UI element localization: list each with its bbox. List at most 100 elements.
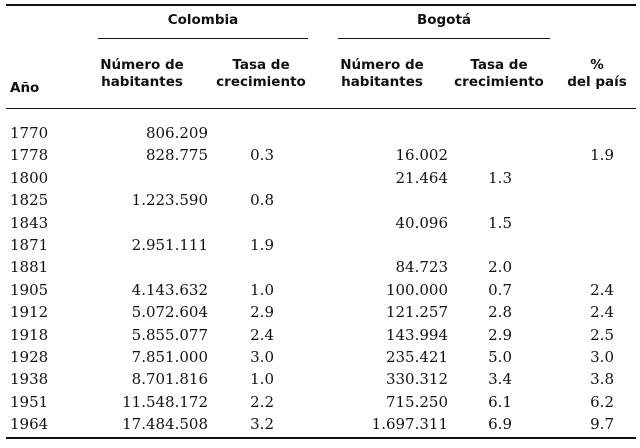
table-cell-bog-pop: 1.697.311 [371,415,448,434]
table-cell-col-rate: 1.9 [250,236,274,254]
table-cell-pct: 3.8 [590,370,614,389]
table-cell-bog-pop: 715.250 [385,392,448,411]
table-cell-col-pop: 2.951.111 [131,236,208,254]
header-line: Tasa de [470,57,528,73]
table-cell-pct: 6.2 [590,392,614,411]
table-cell-year: 1964 [10,415,49,434]
table-cell-col-rate: 3.2 [250,415,274,434]
table-cell-pct: 3.0 [590,348,614,366]
table-cell-col-rate [234,212,274,234]
table-cell-col-rate: 0.8 [250,191,274,210]
table-cell-pct [576,234,614,256]
table-cell-year: 1928 [10,348,49,366]
colombia-growth-header: Tasa de crecimiento [208,57,314,91]
colombia-population-header: Número de habitantes [82,57,202,91]
table-cell-col-rate: 1.0 [250,280,274,299]
table-cell-year: 1951 [10,392,49,411]
table-cell-pct: 2.4 [590,303,614,322]
year-column-header: Año [10,80,40,96]
table-cell-year: 1918 [10,325,49,344]
table-cell-col-pop: 7.851.000 [131,348,208,366]
table-cell-col-rate: 2.9 [250,303,274,322]
table-cell-col-pop [100,167,208,189]
table-cell-pct: 2.5 [590,325,614,344]
table-cell-bog-rate [472,144,512,166]
table-cell-bog-rate: 1.5 [488,213,512,232]
colombia-group-rule [98,38,308,39]
table-cell-pct: 2.4 [590,280,614,299]
table-cell-year: 1905 [10,280,49,299]
table-cell-year: 1800 [10,168,49,187]
bogota-group-header: Bogotá [416,12,472,28]
table-cell-pct [576,167,614,189]
table-cell-col-rate: 0.3 [250,146,274,165]
table-cell-bog-pop: 16.002 [395,146,449,165]
table-cell-bog-rate [472,189,512,211]
header-line: % [590,57,604,73]
table-cell-bog-pop: 100.000 [385,280,448,299]
header-line: del país [567,74,627,90]
table-cell-col-pop: 17.484.508 [122,415,208,434]
table-cell-pct: 1.9 [590,146,614,165]
table-cell-bog-rate: 6.9 [488,415,512,434]
table-cell-year: 1871 [10,236,49,254]
table-cell-year: 1770 [10,124,49,142]
table-cell-year: 1843 [10,213,49,232]
table-cell-pct [576,256,614,278]
table-cell-pct: 9.7 [590,415,614,434]
header-line: habitantes [101,74,183,90]
table-cell-col-rate [234,256,274,278]
table-cell-col-pop [100,256,208,278]
header-line: Tasa de [232,57,290,73]
table-cell-bog-pop: 40.096 [395,213,449,232]
table-cell-year: 1825 [10,191,49,210]
table-cell-bog-rate: 6.1 [488,392,512,411]
table-cell-bog-rate: 2.0 [488,258,512,277]
table-cell-col-pop: 5.855.077 [131,325,208,344]
table-cell-col-pop: 8.701.816 [131,370,208,389]
table-cell-bog-rate [472,234,512,256]
table-cell-col-rate [234,167,274,189]
top-rule [6,4,636,6]
table-cell-bog-rate: 5.0 [488,348,512,366]
header-line: Número de [100,57,184,73]
table-cell-pct [576,212,614,234]
table-cell-col-pop: 11.548.172 [122,392,208,411]
table-cell-col-pop: 5.072.604 [131,303,208,322]
table-cell-bog-pop: 330.312 [385,370,448,389]
bottom-rule [6,437,636,439]
header-line: habitantes [341,74,423,90]
header-bottom-rule [6,108,636,109]
table-cell-bog-pop: 121.257 [385,303,448,322]
bogota-group-rule [338,38,550,39]
table-cell-bog-rate: 2.9 [488,325,512,344]
table-cell-col-pop: 4.143.632 [131,280,208,299]
table-cell-year: 1881 [10,258,49,277]
table-cell-year: 1938 [10,370,49,389]
table-cell-col-rate: 1.0 [250,370,274,389]
table-cell-bog-pop: 235.421 [385,348,448,366]
table-cell-bog-pop: 21.464 [395,168,449,187]
table-cell-col-rate: 2.4 [250,325,274,344]
table-cell-col-rate: 3.0 [250,348,274,366]
table-cell-col-pop: 1.223.590 [131,191,208,210]
table-cell-bog-rate: 1.3 [488,168,512,187]
table-cell-col-pop: 828.775 [145,146,208,165]
header-line: crecimiento [454,74,544,90]
table-cell-bog-pop: 84.723 [395,258,449,277]
table-cell-year: 1912 [10,303,49,322]
colombia-group-header: Colombia [167,12,239,28]
table-cell-bog-rate: 0.7 [488,280,512,299]
table-cell-col-pop [100,212,208,234]
table-cell-col-rate [234,122,274,144]
table-cell-bog-rate [472,122,512,144]
header-line: crecimiento [216,74,306,90]
header-line: Número de [340,57,424,73]
table-cell-bog-rate: 3.4 [488,370,512,389]
table-cell-bog-pop [340,189,448,211]
table-cell-bog-pop: 143.994 [385,325,448,344]
table-cell-bog-pop [340,122,448,144]
table-cell-col-pop: 806.209 [145,124,208,142]
table-cell-pct [576,189,614,211]
table-cell-bog-pop [340,234,448,256]
